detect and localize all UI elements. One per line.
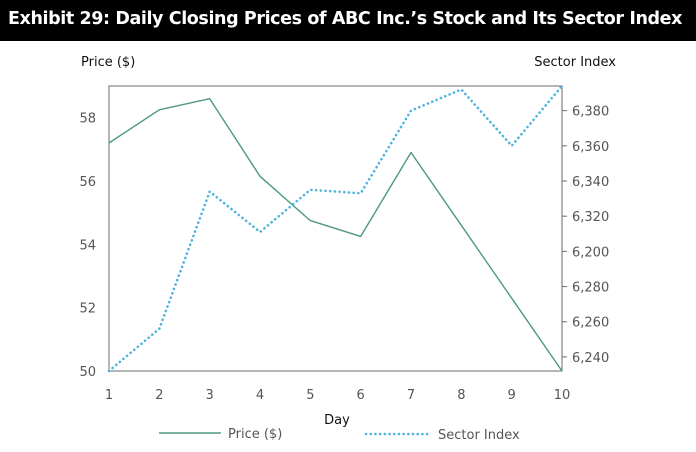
left-tick-label: 56 bbox=[79, 175, 96, 190]
x-axis-ticks: 1 2 3 4 5 6 7 8 9 10 bbox=[105, 388, 570, 403]
x-tick-label: 9 bbox=[508, 388, 516, 403]
right-tick-label: 6,280 bbox=[572, 281, 609, 296]
legend: Price ($) Sector Index bbox=[159, 427, 520, 443]
right-tick-label: 6,340 bbox=[572, 175, 609, 190]
sector-index-line bbox=[107, 84, 564, 373]
x-tick-label: 8 bbox=[457, 388, 465, 403]
series-layer bbox=[107, 84, 564, 373]
right-tick-label: 6,200 bbox=[572, 245, 609, 260]
plot-frame bbox=[108, 85, 563, 372]
left-tick-label: 58 bbox=[79, 112, 96, 127]
right-tick-label: 6,260 bbox=[572, 316, 609, 331]
left-tick-label: 54 bbox=[79, 238, 96, 253]
legend-index-label: Sector Index bbox=[438, 428, 520, 443]
price-line bbox=[108, 97, 563, 372]
title-bar: Exhibit 29: Daily Closing Prices of ABC … bbox=[0, 0, 696, 41]
left-axis-ticks: 50 52 54 56 58 bbox=[79, 112, 96, 380]
x-tick-label: 4 bbox=[256, 388, 264, 403]
x-tick-label: 3 bbox=[206, 388, 214, 403]
right-tick-label: 6,320 bbox=[572, 210, 609, 225]
legend-price-label: Price ($) bbox=[228, 427, 282, 442]
x-tick-label: 7 bbox=[407, 388, 415, 403]
x-tick-label: 2 bbox=[155, 388, 163, 403]
left-tick-label: 52 bbox=[79, 302, 96, 317]
x-tick-label: 6 bbox=[357, 388, 365, 403]
right-axis-ticks: 6,240 6,260 6,280 6,200 6,320 6,340 6,360 6,380 bbox=[562, 105, 609, 366]
x-tick-label: 10 bbox=[554, 388, 571, 403]
right-tick-label: 6,240 bbox=[572, 351, 609, 366]
right-tick-label: 6,360 bbox=[572, 140, 609, 155]
right-tick-label: 6,380 bbox=[572, 105, 609, 120]
right-axis-label: Sector Index bbox=[534, 55, 616, 70]
x-tick-label: 5 bbox=[306, 388, 314, 403]
left-tick-label: 50 bbox=[79, 365, 96, 380]
chart-title: Exhibit 29: Daily Closing Prices of ABC … bbox=[8, 9, 682, 29]
left-axis-label: Price ($) bbox=[81, 55, 135, 70]
x-axis-label: Day bbox=[324, 413, 350, 428]
x-tick-label: 1 bbox=[105, 388, 113, 403]
